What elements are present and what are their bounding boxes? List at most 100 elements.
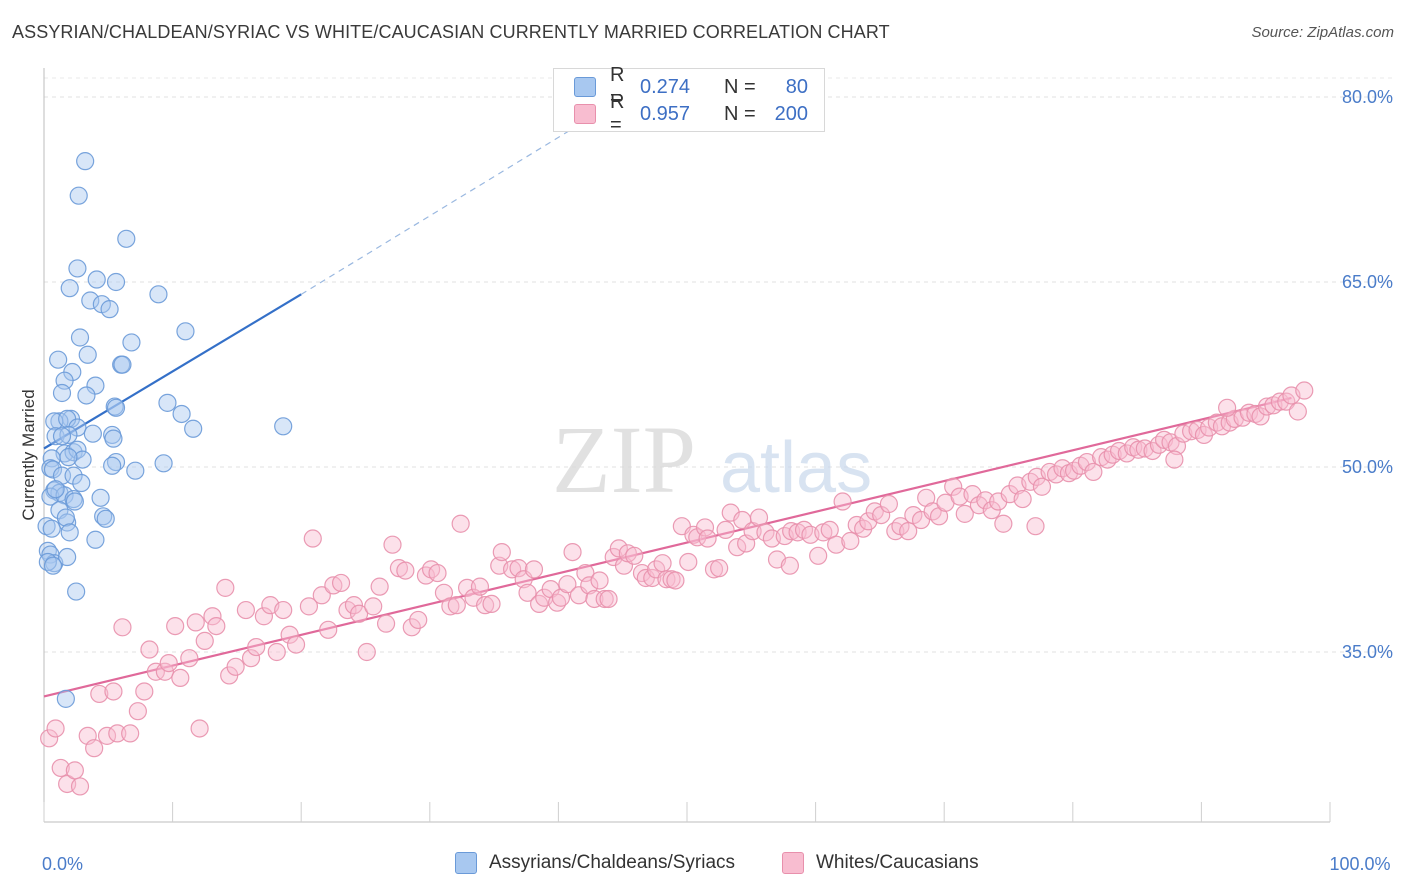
data-point [81,291,100,310]
data-point [710,559,729,578]
data-point [40,729,59,748]
legend-n-value: 80 [785,75,808,98]
data-point [312,586,331,605]
data-point [172,404,191,424]
y-tick-label: 50.0% [1342,457,1393,477]
data-point [447,596,466,615]
data-point [43,460,63,479]
data-point [716,520,735,540]
data-point [595,589,614,609]
data-point [470,577,490,596]
data-point [331,573,351,593]
data-point [65,761,84,780]
data-point [383,535,402,554]
legend-row-white: R = 0.957 N = 200 [574,91,808,136]
data-point [70,328,90,347]
legend-r-label: R = [610,91,625,136]
data-point [590,571,609,590]
legend-n-label: N = [724,75,756,98]
data-point [108,724,127,743]
data-point [1270,392,1289,411]
legend-r-value: 0.274 [640,75,691,98]
data-point [59,448,78,467]
data-point [52,427,72,446]
data-point [558,575,577,594]
data-point [580,576,599,595]
data-point [106,398,126,417]
data-point [482,594,501,614]
data-point [451,514,470,533]
data-point [1129,440,1148,459]
legend-n-label: N = [724,102,756,125]
data-point [728,538,747,557]
data-point [441,597,460,616]
data-point [609,539,628,558]
data-point [186,613,205,632]
trend-line-white [43,396,1292,698]
data-point [78,345,97,364]
trend-line-assyrian [43,293,302,450]
data-point [955,504,974,523]
data-point [104,682,123,701]
data-point [87,270,106,289]
data-point [77,386,96,405]
data-point [625,546,644,565]
data-point [833,492,852,511]
data-point [67,582,86,601]
data-point [85,739,104,758]
data-point [376,614,396,633]
series-legend: Assyrians/Chaldeans/Syriacs Whites/Cauca… [0,852,1406,878]
data-point [879,494,899,514]
data-point [1288,402,1307,421]
data-point [83,424,102,443]
data-point [113,618,132,637]
data-point [274,600,293,620]
data-point [976,491,995,510]
data-point [364,597,383,616]
data-point [319,620,338,639]
series-label-white: Whites/Caucasians [816,852,979,873]
data-point [280,625,299,644]
data-point [286,635,306,654]
data-point [1218,398,1237,417]
trend-lines [43,121,1292,698]
data-point [886,522,905,541]
data-point [46,427,65,446]
data-point [299,597,319,616]
data-point [1239,403,1259,422]
data-point [994,514,1013,533]
legend-r-label: R = [610,64,625,109]
data-point [126,461,145,480]
data-point [303,529,322,548]
data-point [457,578,477,597]
data-point [1149,435,1169,454]
data-point [216,578,235,597]
data-point [103,456,122,475]
data-point [396,561,415,580]
data-point [841,531,860,551]
data-point [247,637,266,657]
data-point [58,547,77,567]
chart-title: ASSYRIAN/CHALDEAN/SYRIAC VS WHITE/CAUCAS… [12,22,890,42]
data-point [65,492,84,511]
data-point [140,640,159,659]
data-point [899,522,918,541]
data-point [43,556,63,575]
source-label: Source: ZipAtlas.com [1251,24,1394,41]
y-tick-label: 65.0% [1342,272,1393,292]
data-point [159,653,178,673]
data-point [135,682,154,701]
data-point [267,642,286,662]
watermark: ZIP atlas [552,406,872,513]
correlation-legend: R = 0.274 N = 80 R = 0.957 N = 200 [553,64,825,136]
data-point [90,684,109,704]
data-point [1032,477,1052,496]
legend-swatch-white [574,104,596,124]
legend-row-assyrian: R = 0.274 N = 80 [574,64,808,109]
data-point [154,454,173,473]
data-point [155,662,174,681]
data-point [679,552,698,572]
data-point [104,429,123,448]
data-point [91,488,110,507]
watermark-zip: ZIP [552,406,696,513]
